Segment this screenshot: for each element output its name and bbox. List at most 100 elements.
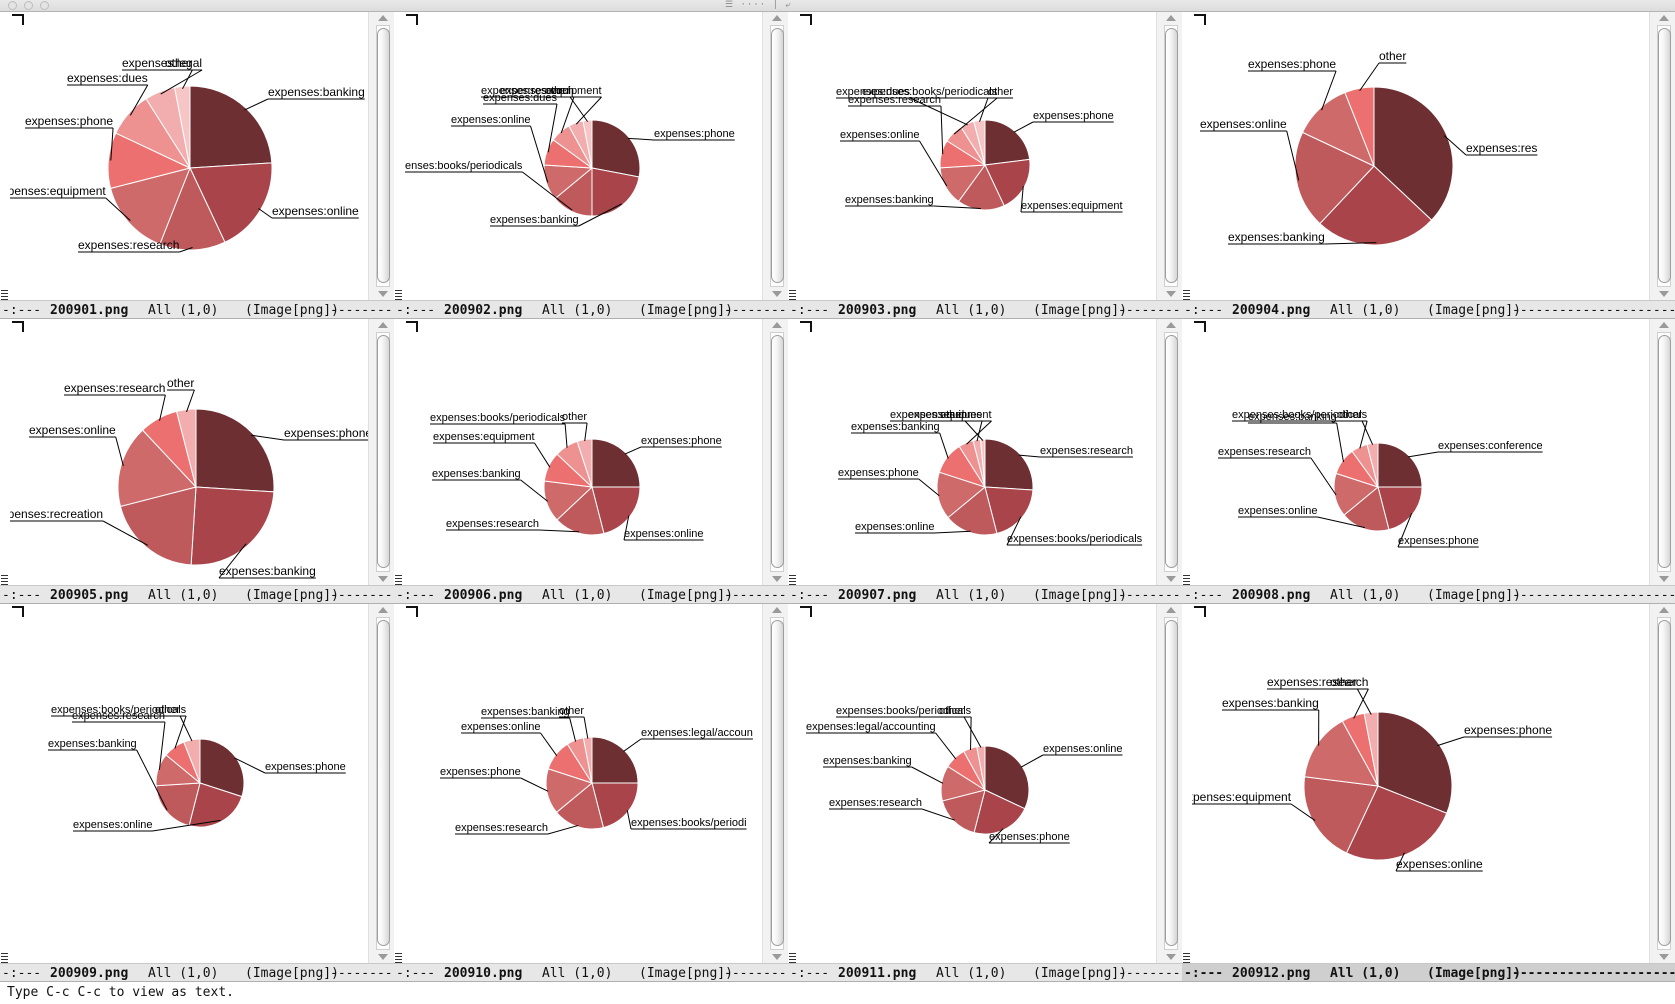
vertical-scrollbar[interactable] xyxy=(368,12,394,300)
emacs-window-200902[interactable]: expenses:phone expenses:banking enses:book… xyxy=(394,12,788,319)
vertical-scrollbar[interactable] xyxy=(1156,604,1182,963)
vertical-scrollbar[interactable] xyxy=(762,604,788,963)
scroll-down-arrow-icon[interactable] xyxy=(378,291,388,297)
scroll-up-arrow-icon[interactable] xyxy=(1166,15,1176,21)
scrollbar-thumb[interactable] xyxy=(1658,335,1671,568)
mode-line[interactable]: -:--- 200902.png All (1,0) (Image[png]) ----… xyxy=(394,300,788,319)
image-viewport[interactable]: expenses:phone expenses:online xpenses:equ… xyxy=(1192,604,1649,963)
window-dot-1[interactable] xyxy=(8,1,17,10)
scroll-down-arrow-icon[interactable] xyxy=(772,576,782,582)
scroll-down-arrow-icon[interactable] xyxy=(772,291,782,297)
scroll-down-arrow-icon[interactable] xyxy=(1166,954,1176,960)
scrollbar-thumb[interactable] xyxy=(377,335,390,568)
image-viewport[interactable]: expenses:phone expenses:banking enses:book… xyxy=(404,12,762,300)
scroll-up-arrow-icon[interactable] xyxy=(1166,607,1176,613)
window-row: expenses:banking expenses:online expenses:… xyxy=(0,12,1675,319)
vertical-scrollbar[interactable] xyxy=(1649,319,1675,585)
scrollbar-thumb[interactable] xyxy=(1165,620,1178,946)
vertical-scrollbar[interactable] xyxy=(1156,12,1182,300)
vertical-scrollbar[interactable] xyxy=(1156,319,1182,585)
emacs-window-200910[interactable]: expenses:legal/accoun expenses:books/peri… xyxy=(394,604,788,982)
scroll-down-arrow-icon[interactable] xyxy=(1166,576,1176,582)
window-dot-3[interactable] xyxy=(40,1,49,10)
pie-slice-label: expenses:phone xyxy=(838,467,919,479)
emacs-window-200907[interactable]: expenses:research expenses:books/periodic… xyxy=(788,319,1182,604)
emacs-window-200911[interactable]: expenses:online expenses:phone expenses:re… xyxy=(788,604,1182,982)
pie-label-leader xyxy=(251,434,285,441)
scroll-down-arrow-icon[interactable] xyxy=(1166,291,1176,297)
emacs-window-200909[interactable]: expenses:phone expenses:online expenses:ba… xyxy=(0,604,394,982)
scroll-up-arrow-icon[interactable] xyxy=(378,322,388,328)
scrollbar-thumb[interactable] xyxy=(771,335,784,568)
image-viewport[interactable]: expenses:phone expenses:online expenses:re… xyxy=(404,319,762,585)
scroll-down-arrow-icon[interactable] xyxy=(1659,576,1669,582)
scrollbar-thumb[interactable] xyxy=(377,28,390,283)
image-viewport[interactable]: expenses:online expenses:phone expenses:re… xyxy=(798,604,1156,963)
scrollbar-thumb[interactable] xyxy=(1658,620,1671,946)
scroll-up-arrow-icon[interactable] xyxy=(1659,607,1669,613)
mode-line[interactable]: -:--- 200909.png All (1,0) (Image[png]) ----… xyxy=(0,963,394,982)
emacs-window-200908[interactable]: expenses:conference expenses:phone expense… xyxy=(1182,319,1675,604)
vertical-scrollbar[interactable] xyxy=(1649,604,1675,963)
scroll-up-arrow-icon[interactable] xyxy=(772,322,782,328)
image-viewport[interactable]: expenses:phone expenses:equipment expenses… xyxy=(798,12,1156,300)
emacs-window-200905[interactable]: expenses:phone expenses:banking expenses:r… xyxy=(0,319,394,604)
scrollbar-thumb[interactable] xyxy=(1658,28,1671,283)
mode-line[interactable]: -:--- 200907.png All (1,0) (Image[png]) ----… xyxy=(788,585,1182,604)
mode-line-filler: ----------------------------------------… xyxy=(1118,303,1182,318)
emacs-window-200912[interactable]: expenses:phone expenses:online xpenses:equ… xyxy=(1182,604,1675,982)
image-viewport[interactable]: expenses:legal/accoun expenses:books/peri… xyxy=(404,604,762,963)
vertical-scrollbar[interactable] xyxy=(1649,12,1675,300)
scroll-up-arrow-icon[interactable] xyxy=(772,15,782,21)
scrollbar-thumb[interactable] xyxy=(1165,335,1178,568)
emacs-window-200906[interactable]: expenses:phone expenses:online expenses:re… xyxy=(394,319,788,604)
scroll-down-arrow-icon[interactable] xyxy=(378,576,388,582)
emacs-window-200903[interactable]: expenses:phone expenses:equipment expenses… xyxy=(788,12,1182,319)
emacs-window-200901[interactable]: expenses:banking expenses:online expenses:… xyxy=(0,12,394,319)
mode-line-filler: ----------------------------------------… xyxy=(1118,588,1182,603)
scrollbar-thumb[interactable] xyxy=(771,620,784,946)
scrollbar-thumb[interactable] xyxy=(1165,28,1178,283)
mode-line[interactable]: -:--- 200912.png All (1,0) (Image[png]) ----… xyxy=(1182,963,1675,982)
pie-label-leader xyxy=(1324,242,1377,245)
scroll-up-arrow-icon[interactable] xyxy=(1659,322,1669,328)
image-viewport[interactable]: expenses:research expenses:books/periodic… xyxy=(798,319,1156,585)
fringe-continuation-marks xyxy=(395,575,402,603)
mode-line[interactable]: -:--- 200904.png All (1,0) (Image[png]) ----… xyxy=(1182,300,1675,319)
pie-slice xyxy=(591,736,639,784)
mode-line[interactable]: -:--- 200903.png All (1,0) (Image[png]) ----… xyxy=(788,300,1182,319)
vertical-scrollbar[interactable] xyxy=(762,319,788,585)
mode-line[interactable]: -:--- 200905.png All (1,0) (Image[png]) ----… xyxy=(0,585,394,604)
vertical-scrollbar[interactable] xyxy=(368,319,394,585)
mode-line[interactable]: -:--- 200901.png All (1,0) (Image[png]) ----… xyxy=(0,300,394,319)
window-toolbar[interactable]: ☰ ···· | ⤶ xyxy=(0,0,1675,12)
pie-slice-label: other xyxy=(562,411,587,423)
scroll-down-arrow-icon[interactable] xyxy=(378,954,388,960)
mode-line[interactable]: -:--- 200910.png All (1,0) (Image[png]) ----… xyxy=(394,963,788,982)
image-viewport[interactable]: expenses:conference expenses:phone expense… xyxy=(1192,319,1649,585)
vertical-scrollbar[interactable] xyxy=(368,604,394,963)
scroll-up-arrow-icon[interactable] xyxy=(1659,15,1669,21)
fringe-continuation-marks xyxy=(789,290,796,318)
mode-line-position: All (1,0) xyxy=(1330,303,1401,318)
vertical-scrollbar[interactable] xyxy=(762,12,788,300)
emacs-window-200904[interactable]: expenses:res expenses:banking expenses:onl… xyxy=(1182,12,1675,319)
scroll-down-arrow-icon[interactable] xyxy=(1659,291,1669,297)
scroll-down-arrow-icon[interactable] xyxy=(1659,954,1669,960)
scroll-up-arrow-icon[interactable] xyxy=(1166,322,1176,328)
window-dot-2[interactable] xyxy=(24,1,33,10)
scroll-up-arrow-icon[interactable] xyxy=(772,607,782,613)
scroll-up-arrow-icon[interactable] xyxy=(378,15,388,21)
scroll-up-arrow-icon[interactable] xyxy=(378,607,388,613)
image-viewport[interactable]: expenses:banking expenses:online expenses:… xyxy=(10,12,368,300)
scroll-down-arrow-icon[interactable] xyxy=(772,954,782,960)
scrollbar-thumb[interactable] xyxy=(377,620,390,946)
mode-line[interactable]: -:--- 200911.png All (1,0) (Image[png]) ----… xyxy=(788,963,1182,982)
scrollbar-thumb[interactable] xyxy=(771,28,784,283)
mode-line[interactable]: -:--- 200908.png All (1,0) (Image[png]) ----… xyxy=(1182,585,1675,604)
mode-line[interactable]: -:--- 200906.png All (1,0) (Image[png]) ----… xyxy=(394,585,788,604)
image-viewport[interactable]: expenses:res expenses:banking expenses:onl… xyxy=(1192,12,1649,300)
pie-slice xyxy=(117,429,197,508)
image-viewport[interactable]: expenses:phone expenses:banking expenses:r… xyxy=(10,319,368,585)
image-viewport[interactable]: expenses:phone expenses:online expenses:ba… xyxy=(10,604,368,963)
